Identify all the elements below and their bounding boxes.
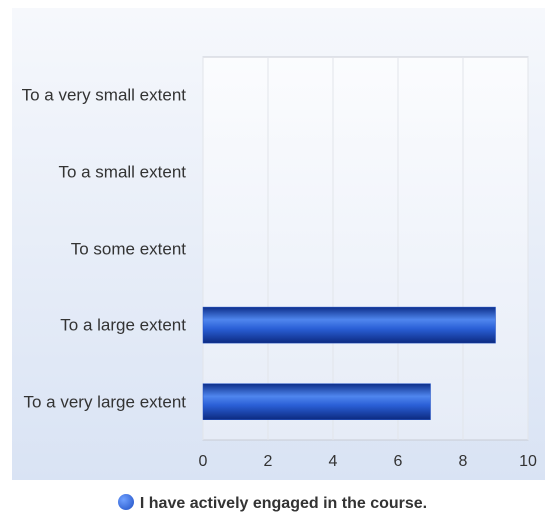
- y-tick-label: To a very small extent: [21, 85, 186, 105]
- x-tick-label: 8: [459, 453, 468, 470]
- y-tick-label: To a large extent: [60, 315, 186, 335]
- bar: [202, 306, 496, 344]
- legend-marker: [117, 494, 134, 510]
- legend-label: I have actively engaged in the course.: [139, 495, 428, 512]
- x-tick-label: 6: [394, 453, 403, 470]
- y-tick-label: To a small extent: [58, 162, 186, 182]
- legend: I have actively engaged in the course.: [0, 494, 545, 513]
- x-tick-label: 10: [519, 453, 537, 470]
- x-tick-label: 4: [329, 453, 338, 470]
- x-tick-label: 0: [199, 453, 208, 470]
- plot-area: [202, 56, 529, 441]
- x-tick-label: 2: [264, 453, 273, 470]
- y-tick-label: To a very large extent: [23, 392, 186, 412]
- y-tick-label: To some extent: [70, 239, 186, 258]
- bar: [202, 383, 431, 420]
